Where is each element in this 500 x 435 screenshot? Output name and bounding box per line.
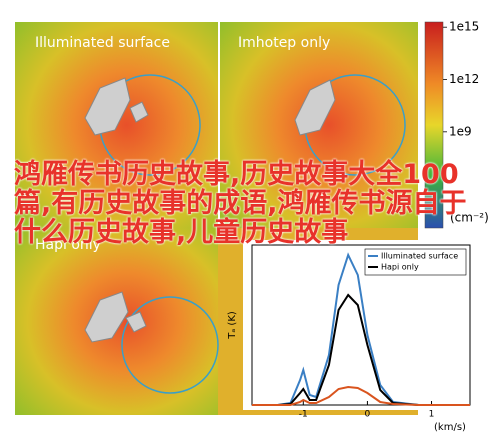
panel-title: Illuminated surface <box>35 35 170 51</box>
x-tick-label: 0 <box>365 410 371 420</box>
x-tick-label: -1 <box>299 410 308 420</box>
comet <box>84 291 129 343</box>
x-axis-label: (km/s) <box>434 422 466 433</box>
panel-title: Imhotep only <box>238 35 330 51</box>
legend-label: Hapi only <box>381 263 419 272</box>
line <box>252 385 470 406</box>
comet <box>125 311 147 333</box>
panel-title: Hapi only <box>35 237 101 253</box>
colorbar-tick-label: 1e15 <box>449 20 479 34</box>
plot-frame <box>251 244 471 406</box>
legend-label: Illuminated surface <box>381 252 458 261</box>
comet <box>294 79 336 136</box>
comet <box>129 101 149 123</box>
x-tick-label: 1 <box>429 410 435 420</box>
colorbar-label: (cm⁻²) <box>450 211 489 225</box>
colorbar-tick-label: 1e12 <box>449 72 479 86</box>
orbit <box>121 296 219 394</box>
overlay-text: 鸿雁传书历史故事,历史故事大全100篇,有历史故事的成语,鸿雁传书源自于什么历史… <box>14 159 467 248</box>
legend <box>364 248 467 276</box>
y-axis-label: Tₐ (K) <box>227 311 238 340</box>
colorbar-tick-label: 1e9 <box>449 124 472 138</box>
comet <box>84 77 131 136</box>
colorbar <box>424 21 444 229</box>
